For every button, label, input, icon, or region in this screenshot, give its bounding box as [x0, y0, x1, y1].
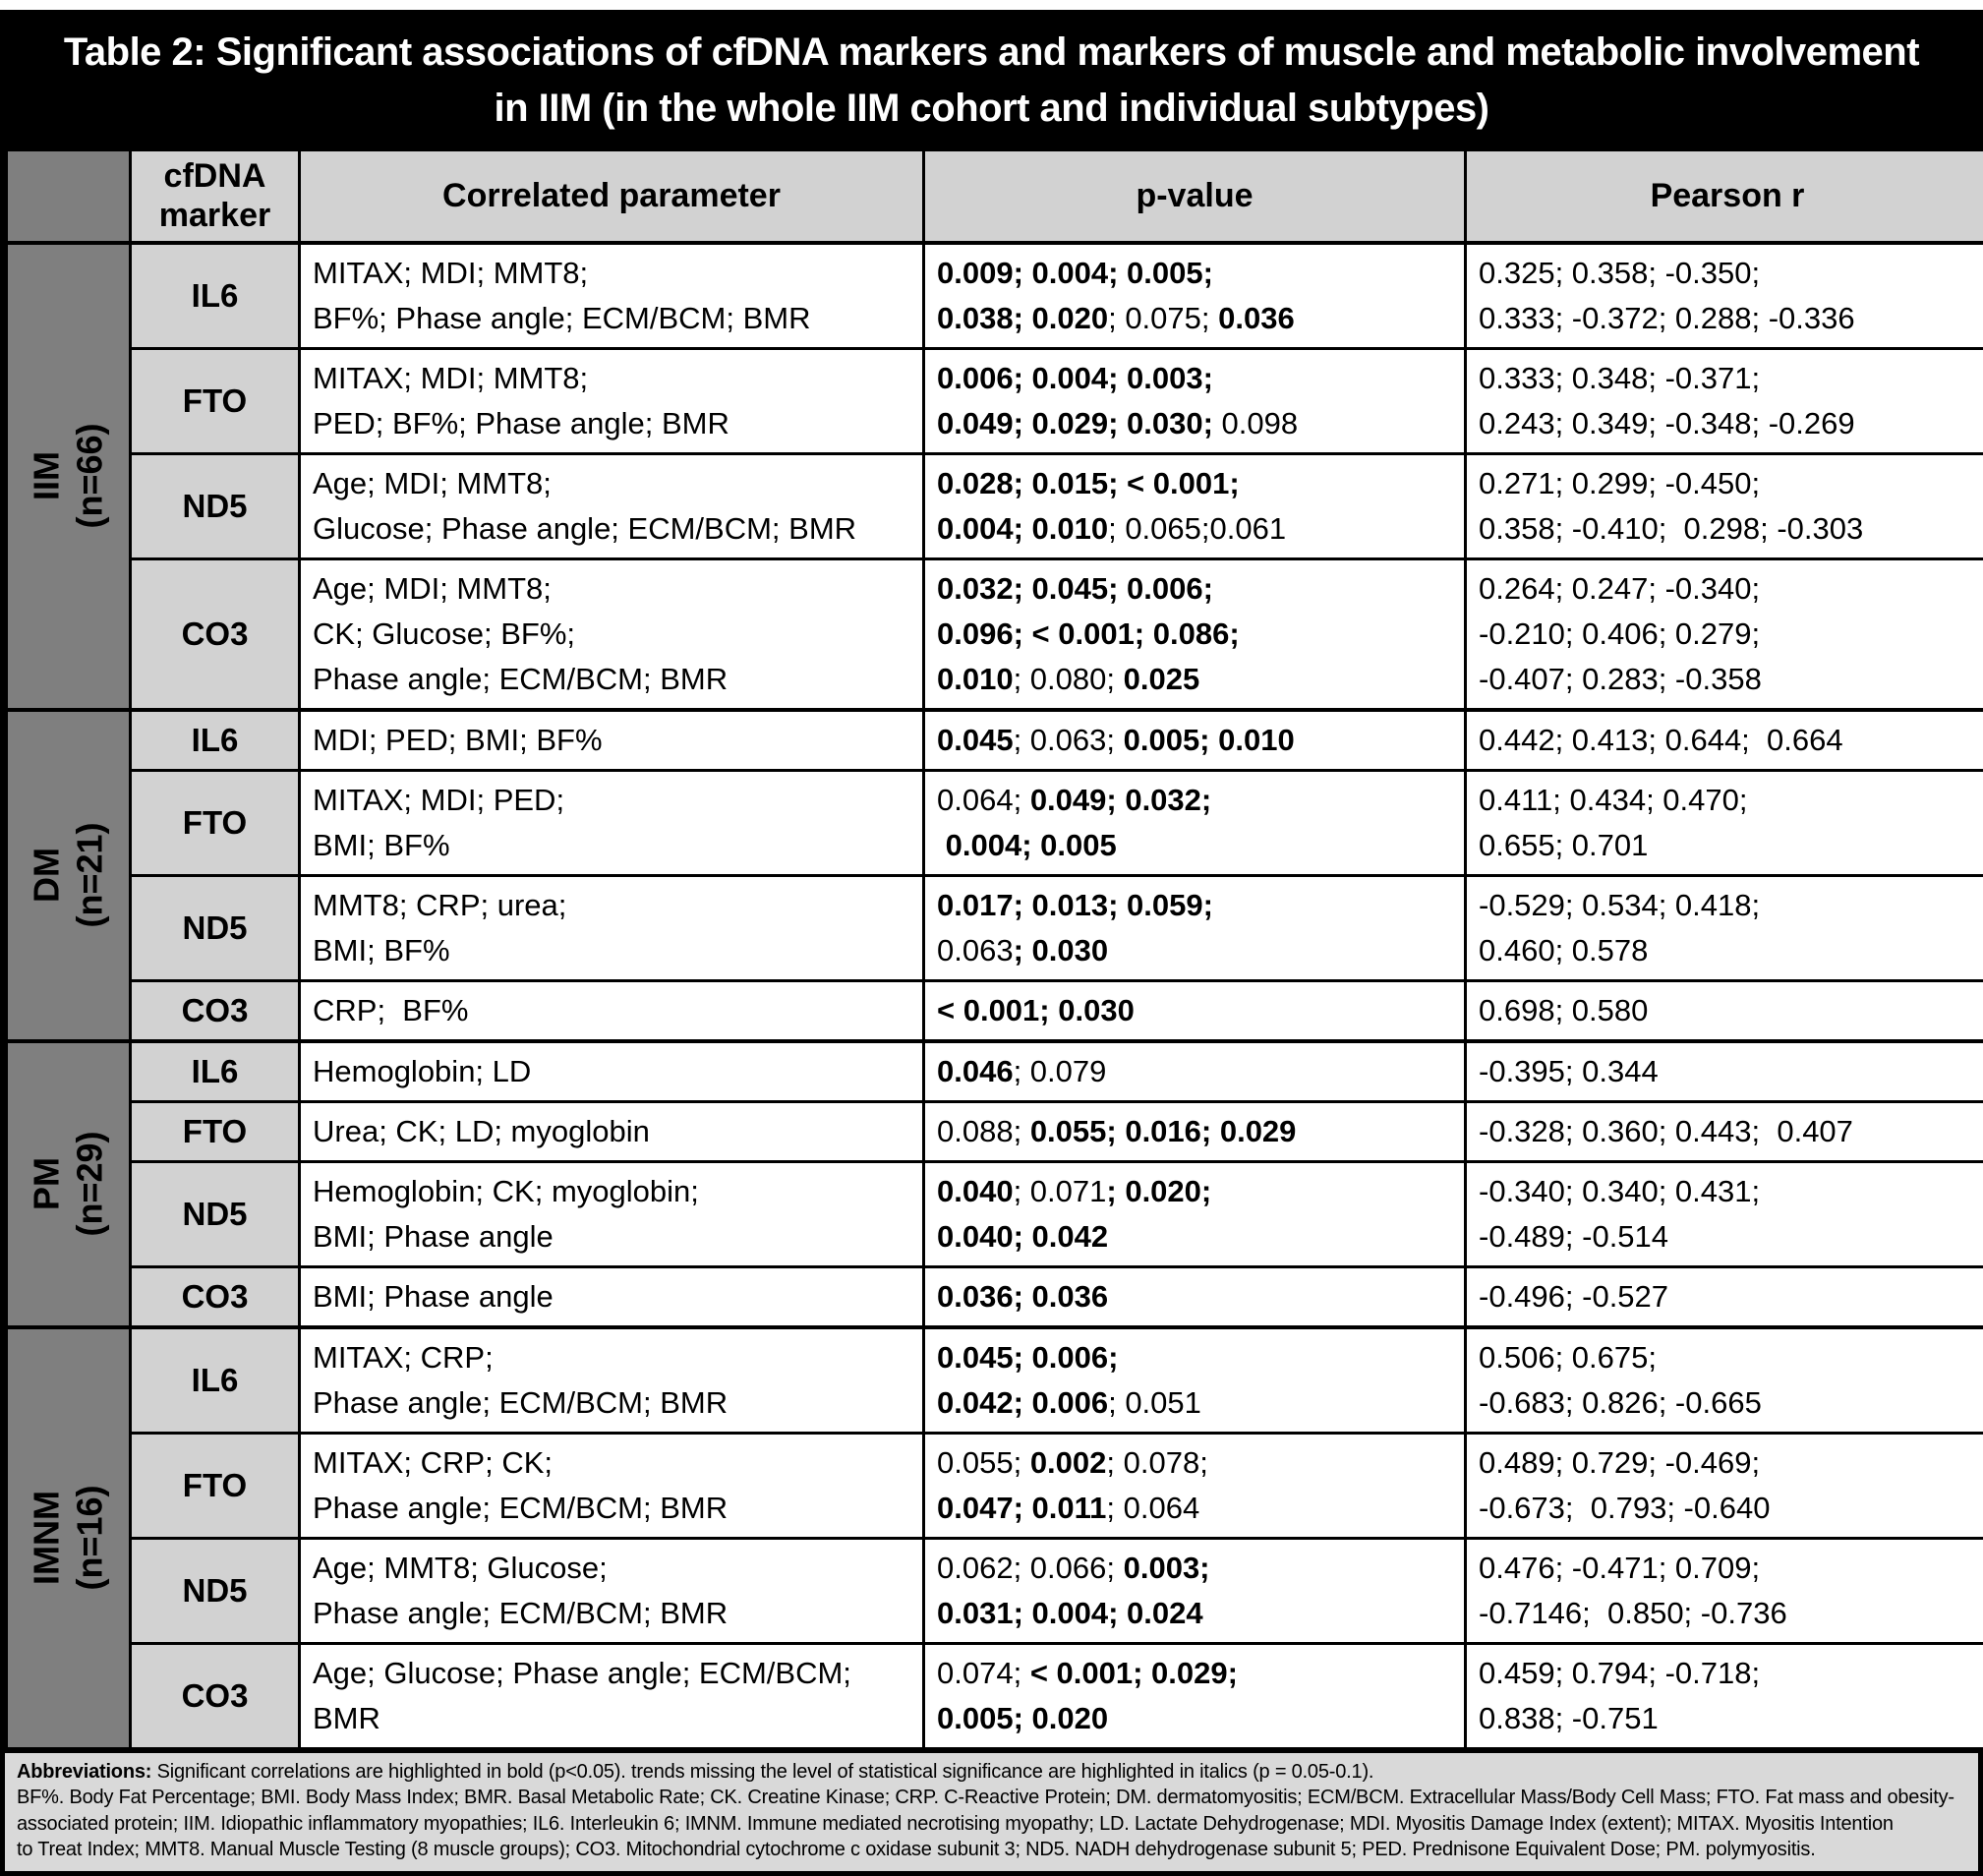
marker-cell: FTO: [131, 770, 300, 875]
pearson-cell: -0.529; 0.534; 0.418;0.460; 0.578: [1466, 875, 1983, 980]
associations-table: cfDNA marker Correlated parameter p-valu…: [5, 148, 1983, 1750]
param-cell: MITAX; MDI; PED;BMI; BF%: [300, 770, 924, 875]
footnote-line: Abbreviations: Significant correlations …: [17, 1759, 1966, 1786]
pvalue-cell: 0.006; 0.004; 0.003;0.049; 0.029; 0.030;…: [924, 348, 1466, 453]
pvalue-cell: 0.036; 0.036: [924, 1266, 1466, 1327]
marker-cell: ND5: [131, 453, 300, 558]
pvalue-cell: 0.064; 0.049; 0.032; 0.004; 0.005: [924, 770, 1466, 875]
marker-cell: CO3: [131, 1266, 300, 1327]
pearson-cell: 0.411; 0.434; 0.470;0.655; 0.701: [1466, 770, 1983, 875]
footnote-line: BF%. Body Fat Percentage; BMI. Body Mass…: [17, 1785, 1966, 1811]
pvalue-cell: 0.062; 0.066; 0.003;0.031; 0.004; 0.024: [924, 1538, 1466, 1643]
pearson-cell: 0.442; 0.413; 0.644; 0.664: [1466, 710, 1983, 771]
pearson-cell: 0.264; 0.247; -0.340;-0.210; 0.406; 0.27…: [1466, 558, 1983, 710]
footnote-line: to Treat Index; MMT8. Manual Muscle Test…: [17, 1837, 1966, 1863]
pvalue-cell: 0.045; 0.006;0.042; 0.006; 0.051: [924, 1327, 1466, 1434]
footnote: Abbreviations: Significant correlations …: [5, 1750, 1978, 1871]
pearson-cell: 0.489; 0.729; -0.469;-0.673; 0.793; -0.6…: [1466, 1433, 1983, 1538]
marker-cell: FTO: [131, 1101, 300, 1161]
pearson-cell: -0.395; 0.344: [1466, 1041, 1983, 1102]
marker-cell: FTO: [131, 1433, 300, 1538]
pearson-cell: 0.506; 0.675;-0.683; 0.826; -0.665: [1466, 1327, 1983, 1434]
param-cell: Hemoglobin; CK; myoglobin;BMI; Phase ang…: [300, 1161, 924, 1266]
col-header-correlated-parameter: Correlated parameter: [300, 150, 924, 243]
pearson-cell: -0.340; 0.340; 0.431;-0.489; -0.514: [1466, 1161, 1983, 1266]
footnote-line: associated protein; IIM. Idiopathic infl…: [17, 1811, 1966, 1838]
pearson-cell: 0.333; 0.348; -0.371;0.243; 0.349; -0.34…: [1466, 348, 1983, 453]
param-cell: Age; Glucose; Phase angle; ECM/BCM;BMR: [300, 1643, 924, 1748]
pvalue-cell: 0.009; 0.004; 0.005;0.038; 0.020; 0.075;…: [924, 243, 1466, 349]
param-cell: CRP; BF%: [300, 980, 924, 1041]
pvalue-cell: 0.040; 0.071; 0.020;0.040; 0.042: [924, 1161, 1466, 1266]
pearson-cell: 0.271; 0.299; -0.450;0.358; -0.410; 0.29…: [1466, 453, 1983, 558]
marker-cell: CO3: [131, 558, 300, 710]
group-label-dm: DM(n=21): [7, 710, 131, 1041]
table2-figure: Table 2: Significant associations of cfD…: [0, 10, 1983, 1876]
pvalue-cell: 0.032; 0.045; 0.006;0.096; < 0.001; 0.08…: [924, 558, 1466, 710]
marker-cell: IL6: [131, 1041, 300, 1102]
table-title: Table 2: Significant associations of cfD…: [5, 15, 1978, 148]
marker-cell: IL6: [131, 710, 300, 771]
pearson-cell: -0.328; 0.360; 0.443; 0.407: [1466, 1101, 1983, 1161]
pearson-cell: 0.476; -0.471; 0.709;-0.7146; 0.850; -0.…: [1466, 1538, 1983, 1643]
col-header-p-value: p-value: [924, 150, 1466, 243]
col-header-pearson-r: Pearson r: [1466, 150, 1983, 243]
pvalue-cell: 0.074; < 0.001; 0.029;0.005; 0.020: [924, 1643, 1466, 1748]
pvalue-cell: < 0.001; 0.030: [924, 980, 1466, 1041]
param-cell: MMT8; CRP; urea;BMI; BF%: [300, 875, 924, 980]
param-cell: MDI; PED; BMI; BF%: [300, 710, 924, 771]
pearson-cell: 0.698; 0.580: [1466, 980, 1983, 1041]
pearson-cell: 0.325; 0.358; -0.350;0.333; -0.372; 0.28…: [1466, 243, 1983, 349]
corner-cell: [7, 150, 131, 243]
param-cell: BMI; Phase angle: [300, 1266, 924, 1327]
param-cell: Age; MMT8; Glucose;Phase angle; ECM/BCM;…: [300, 1538, 924, 1643]
marker-cell: CO3: [131, 980, 300, 1041]
param-cell: Age; MDI; MMT8;CK; Glucose; BF%;Phase an…: [300, 558, 924, 710]
pvalue-cell: 0.045; 0.063; 0.005; 0.010: [924, 710, 1466, 771]
param-cell: Urea; CK; LD; myoglobin: [300, 1101, 924, 1161]
marker-cell: CO3: [131, 1643, 300, 1748]
marker-cell: ND5: [131, 1538, 300, 1643]
param-cell: Hemoglobin; LD: [300, 1041, 924, 1102]
param-cell: MITAX; CRP; CK;Phase angle; ECM/BCM; BMR: [300, 1433, 924, 1538]
param-cell: MITAX; MDI; MMT8;BF%; Phase angle; ECM/B…: [300, 243, 924, 349]
pvalue-cell: 0.046; 0.079: [924, 1041, 1466, 1102]
group-label-imnm: IMNM(n=16): [7, 1327, 131, 1749]
marker-cell: ND5: [131, 1161, 300, 1266]
pvalue-cell: 0.055; 0.002; 0.078;0.047; 0.011; 0.064: [924, 1433, 1466, 1538]
group-label-pm: PM(n=29): [7, 1041, 131, 1327]
pvalue-cell: 0.088; 0.055; 0.016; 0.029: [924, 1101, 1466, 1161]
pearson-cell: -0.496; -0.527: [1466, 1266, 1983, 1327]
pvalue-cell: 0.028; 0.015; < 0.001;0.004; 0.010; 0.06…: [924, 453, 1466, 558]
param-cell: MITAX; MDI; MMT8;PED; BF%; Phase angle; …: [300, 348, 924, 453]
param-cell: Age; MDI; MMT8;Glucose; Phase angle; ECM…: [300, 453, 924, 558]
col-header-cfdna-marker: cfDNA marker: [131, 150, 300, 243]
group-label-iim: IIM(n=66): [7, 243, 131, 710]
param-cell: MITAX; CRP;Phase angle; ECM/BCM; BMR: [300, 1327, 924, 1434]
marker-cell: IL6: [131, 1327, 300, 1434]
marker-cell: FTO: [131, 348, 300, 453]
marker-cell: ND5: [131, 875, 300, 980]
pearson-cell: 0.459; 0.794; -0.718;0.838; -0.751: [1466, 1643, 1983, 1748]
marker-cell: IL6: [131, 243, 300, 349]
pvalue-cell: 0.017; 0.013; 0.059;0.063; 0.030: [924, 875, 1466, 980]
header-row: cfDNA marker Correlated parameter p-valu…: [7, 150, 1983, 243]
